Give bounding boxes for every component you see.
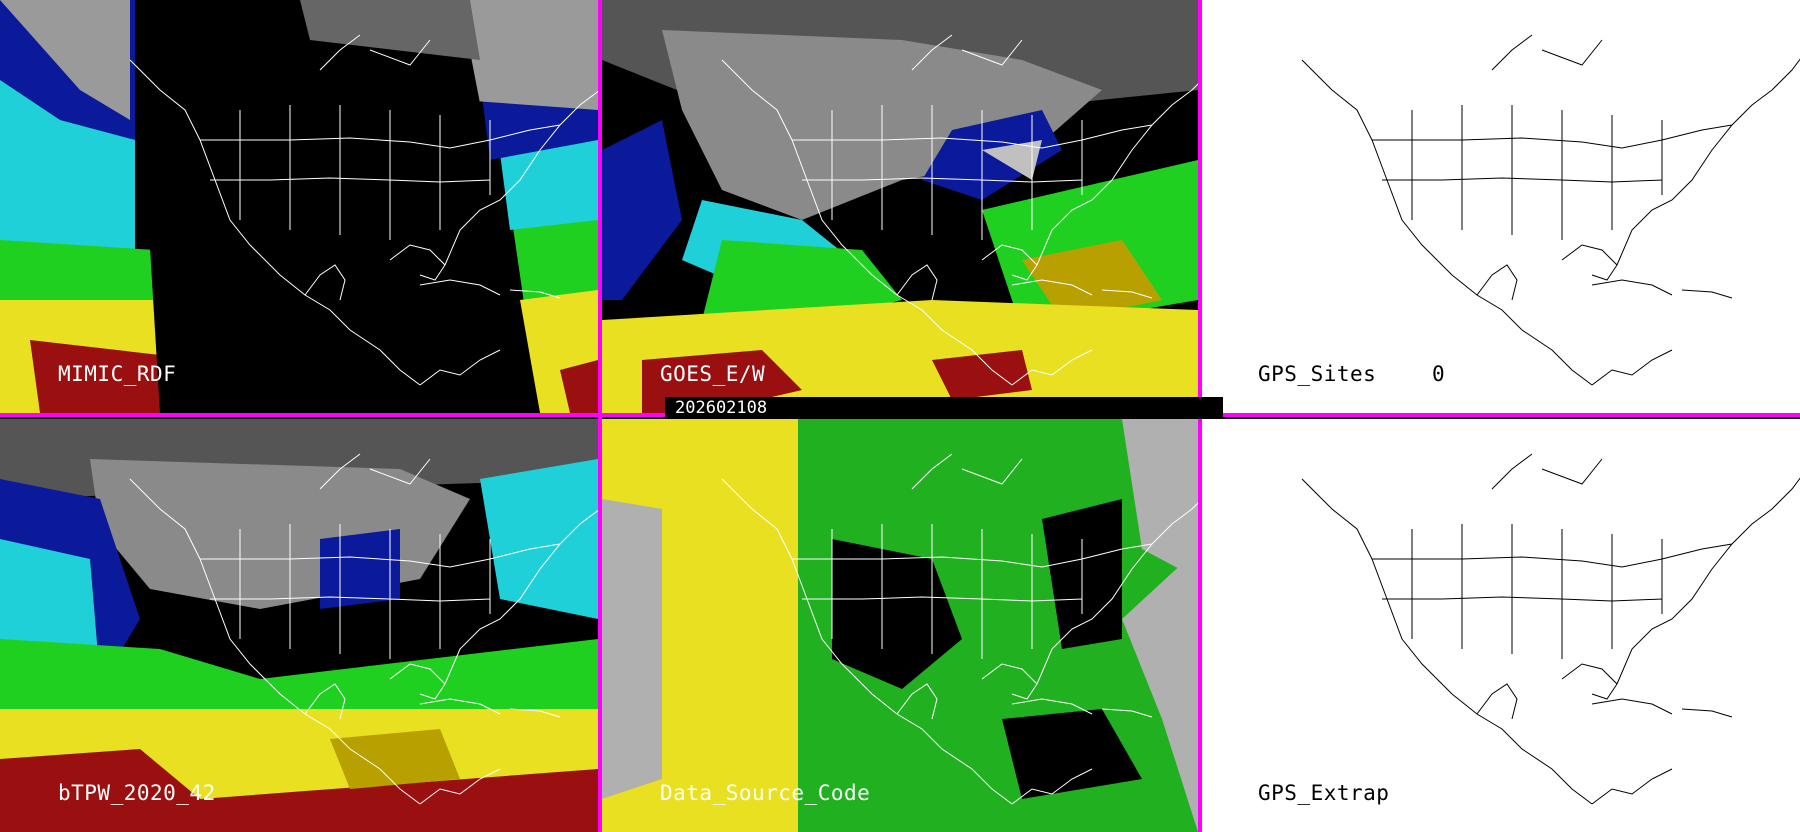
mimic-label: MIMIC_RDF (58, 362, 177, 386)
gps-sites-count: 0 (1432, 362, 1446, 386)
gps-extrap-label: GPS_Extrap (1258, 781, 1390, 805)
gps-sites-label: GPS_Sites (1258, 362, 1377, 386)
data-source-panel: Data_Source_Code (602, 419, 1198, 832)
goes-imagery (602, 0, 1198, 413)
goes-label: GOES_E/W (660, 362, 766, 386)
gps-sites-panel: GPS_Sites 0 (1202, 0, 1800, 413)
btpw-panel: bTPW_2020_42 (0, 419, 598, 832)
btpw-imagery (0, 419, 598, 832)
btpw-label: bTPW_2020_42 (58, 781, 216, 805)
gps-extrap-panel: GPS_Extrap (1202, 419, 1800, 832)
data-source-label: Data_Source_Code (660, 781, 871, 805)
goes-panel: GOES_E/W (602, 0, 1198, 413)
date-label: 202602108 (665, 397, 1223, 419)
data-source-imagery (602, 419, 1198, 832)
gps-extrap-map (1202, 419, 1800, 832)
mimic-panel: MIMIC_RDF (0, 0, 598, 413)
gps-sites-map (1202, 0, 1800, 413)
mimic-imagery (0, 0, 598, 413)
